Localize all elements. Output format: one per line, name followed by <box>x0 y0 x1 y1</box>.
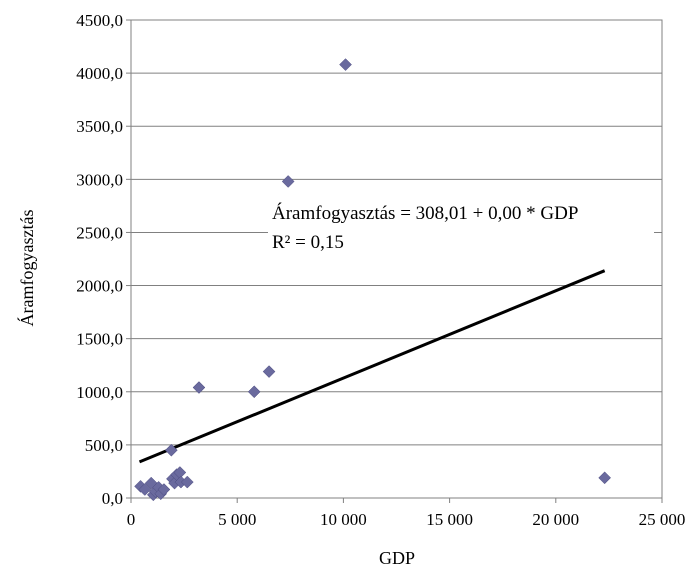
data-point <box>157 483 171 496</box>
data-point <box>138 483 152 496</box>
y-tick-label: 1000,0 <box>76 383 123 402</box>
x-tick-label: 25 000 <box>639 510 686 529</box>
y-tick-label: 0,0 <box>102 489 123 508</box>
data-point <box>339 58 352 71</box>
y-axis-ticks: 0,0 500,0 1000,0 1500,0 2000,0 2500,0 3000,0 35… <box>76 11 131 508</box>
x-tick-label: 15 000 <box>426 510 473 529</box>
plot-area <box>130 19 663 499</box>
y-tick-label: 2500,0 <box>76 223 123 242</box>
y-tick-label: 500,0 <box>85 436 123 455</box>
x-tick-label: 0 <box>127 510 136 529</box>
y-tick-label: 4000,0 <box>76 64 123 83</box>
x-axis-ticks: 0 5 000 10 000 15 000 20 000 25 000 <box>127 498 686 529</box>
annotation-background <box>268 196 654 264</box>
y-tick-label: 2000,0 <box>76 277 123 296</box>
y-axis-title: Áramfogyasztás <box>16 210 37 327</box>
y-tick-label: 3000,0 <box>76 170 123 189</box>
data-point <box>247 385 261 399</box>
x-axis-title: GDP <box>379 548 415 568</box>
x-tick-label: 10 000 <box>320 510 367 529</box>
regression-equation: Áramfogyasztás = 308,01 + 0,00 * GDP <box>272 202 578 224</box>
data-point <box>262 365 276 378</box>
data-points <box>134 58 612 502</box>
trendline <box>138 269 606 464</box>
data-point <box>192 381 206 394</box>
y-tick-label: 3500,0 <box>76 117 123 136</box>
data-point <box>598 471 612 485</box>
data-point <box>180 475 194 489</box>
x-tick-label: 5 000 <box>218 510 256 529</box>
data-point <box>281 175 295 188</box>
data-point <box>165 443 178 457</box>
y-tick-label: 1500,0 <box>76 330 123 349</box>
y-tick-label: 4500,0 <box>76 11 123 30</box>
r-squared-label: R² = 0,15 <box>272 232 344 253</box>
x-tick-label: 20 000 <box>532 510 579 529</box>
